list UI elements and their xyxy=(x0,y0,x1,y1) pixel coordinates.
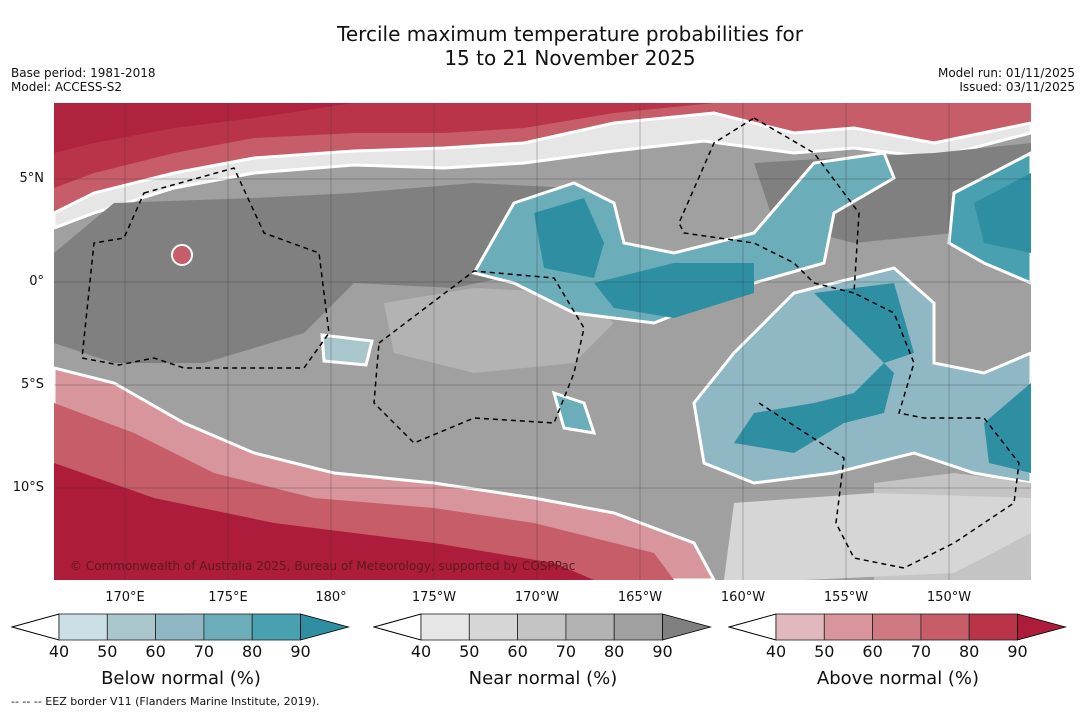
colorbar-low-extension xyxy=(11,613,60,641)
colorbar-low-extension xyxy=(373,613,422,641)
colorbar-tick: 40 xyxy=(765,642,787,661)
above-normal-label: Above normal (%) xyxy=(816,668,980,689)
colorbar-segment xyxy=(155,613,205,641)
colorbar-tick: 70 xyxy=(910,642,932,661)
figure-title: Tercile maximum temperature probabilitie… xyxy=(0,22,1085,70)
colorbar-segment xyxy=(251,613,301,641)
title-line-2: 15 to 21 November 2025 xyxy=(444,46,696,70)
below-normal-colorbar xyxy=(11,613,351,641)
lon-label: 155°W xyxy=(823,590,869,605)
copyright-text: © Commonwealth of Australia 2025, Bureau… xyxy=(70,559,576,573)
base-period: Base period: 1981-2018 xyxy=(11,66,156,80)
colorbar-segment xyxy=(203,613,253,641)
issued-date: Issued: 03/11/2025 xyxy=(959,80,1075,94)
lon-label: 175°E xyxy=(208,590,248,605)
colorbar-segment xyxy=(468,613,519,641)
colorbar-segment xyxy=(420,613,470,641)
colorbar-low-extension xyxy=(728,613,777,641)
colorbar-segment xyxy=(872,613,922,641)
colorbar-segment xyxy=(775,613,825,641)
title-line-1: Tercile maximum temperature probabilitie… xyxy=(337,22,803,46)
lon-label: 170°E xyxy=(105,590,145,605)
lon-label: 175°W xyxy=(411,590,457,605)
colorbar-segment xyxy=(58,613,108,641)
lat-label-0: 0° xyxy=(29,274,44,289)
eez-borders xyxy=(81,117,1020,569)
lon-label: 160°W xyxy=(720,590,766,605)
colorbar-segment xyxy=(517,613,567,641)
lon-label: 165°W xyxy=(617,590,663,605)
colorbar-tick: 60 xyxy=(862,642,883,661)
colorbar-tick: 50 xyxy=(459,642,480,661)
lon-label: 150°W xyxy=(926,590,972,605)
colorbar-segment xyxy=(565,613,615,641)
colorbar-segment xyxy=(968,613,1018,641)
colorbar-segment xyxy=(106,613,157,641)
colorbar-segment xyxy=(823,613,874,641)
colorbar-tick: 50 xyxy=(814,642,835,661)
colorbar-tick: 80 xyxy=(959,642,980,661)
below-normal-label: Below normal (%) xyxy=(101,668,261,689)
meta-right: Model run: 01/11/2025 Issued: 03/11/2025 xyxy=(938,66,1075,94)
model-run: Model run: 01/11/2025 xyxy=(937,66,1075,80)
colorbar-tick: 80 xyxy=(242,642,263,661)
graticule xyxy=(54,103,1031,580)
colorbar-tick: 80 xyxy=(604,642,625,661)
colorbar-tick: 60 xyxy=(145,642,166,661)
colorbar-high-extension xyxy=(300,613,351,641)
near-normal-colorbar xyxy=(373,613,713,641)
colorbar-tick: 70 xyxy=(193,642,215,661)
colorbar-tick: 40 xyxy=(410,642,432,661)
colorbar-tick: 60 xyxy=(507,642,528,661)
lon-label: 170°W xyxy=(514,590,560,605)
near-normal-label: Near normal (%) xyxy=(468,668,618,689)
colorbar-tick: 40 xyxy=(48,642,70,661)
colorbar-segment xyxy=(613,613,663,641)
colorbar-tick: 90 xyxy=(652,642,673,661)
above-normal-colorbar xyxy=(728,613,1068,641)
colorbar-tick: 90 xyxy=(290,642,311,661)
lon-label: 180° xyxy=(315,590,347,605)
colorbar-high-extension xyxy=(1017,613,1068,641)
colorbar-tick: 50 xyxy=(97,642,118,661)
lat-label-5n: 5°N xyxy=(19,171,45,186)
probability-map xyxy=(54,103,1031,580)
below-normal-central xyxy=(471,151,896,325)
colorbar-high-extension xyxy=(662,613,713,641)
model-name: Model: ACCESS-S2 xyxy=(11,80,123,94)
colorbar-tick: 90 xyxy=(1007,642,1028,661)
eez-footnote: -- -- -- EEZ border V11 (Flanders Marine… xyxy=(11,695,320,708)
colorbar-tick: 70 xyxy=(555,642,577,661)
lat-label-5s: 5°S xyxy=(20,377,44,392)
meta-left: Base period: 1981-2018 Model: ACCESS-S2 xyxy=(11,66,156,94)
lat-label-10s: 10°S xyxy=(12,480,44,495)
colorbar-segment xyxy=(920,613,970,641)
